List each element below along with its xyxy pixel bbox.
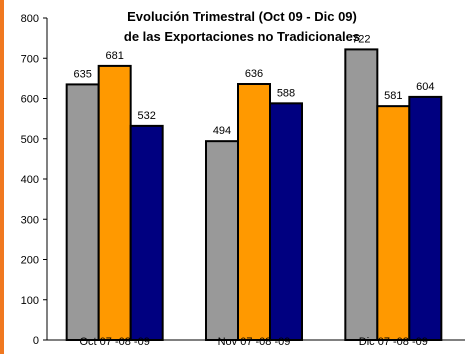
y-tick-label: 800 bbox=[21, 13, 39, 25]
bar bbox=[408, 95, 443, 341]
bar bbox=[97, 64, 132, 342]
y-tick-label: 0 bbox=[33, 335, 39, 347]
bar bbox=[237, 83, 271, 342]
left-accent-bar bbox=[0, 0, 4, 354]
chart-title-line2: de las Exportaciones no Tradicionales bbox=[124, 29, 360, 44]
bar bbox=[344, 48, 379, 342]
x-category-label: Dic 07 -08 -09 bbox=[359, 336, 428, 348]
bar-value-label: 635 bbox=[73, 68, 91, 80]
bar bbox=[205, 140, 239, 341]
y-tick-label: 100 bbox=[21, 295, 39, 307]
x-category-label: Nov 07 -08 -09 bbox=[218, 336, 291, 348]
bar-value-label: 494 bbox=[213, 125, 231, 137]
y-tick-label: 400 bbox=[21, 174, 39, 186]
x-category-label: Oct 07 -08 -09 bbox=[80, 336, 150, 348]
bar-value-label: 581 bbox=[384, 90, 402, 102]
bar-value-label: 604 bbox=[416, 81, 434, 93]
bar-value-label: 722 bbox=[352, 33, 370, 45]
y-tick-label: 200 bbox=[21, 255, 39, 267]
bar bbox=[129, 124, 164, 342]
chart-title-line1: Evolución Trimestral (Oct 09 - Dic 09) bbox=[127, 9, 357, 24]
y-tick-label: 300 bbox=[21, 214, 39, 226]
y-tick-label: 600 bbox=[21, 94, 39, 106]
bar-value-label: 532 bbox=[137, 110, 155, 122]
bar-value-label: 681 bbox=[105, 50, 123, 62]
bar bbox=[65, 83, 100, 341]
bar bbox=[376, 105, 411, 341]
bar bbox=[269, 102, 303, 341]
y-tick-label: 700 bbox=[21, 53, 39, 65]
y-tick-label: 500 bbox=[21, 134, 39, 146]
bar-value-label: 636 bbox=[245, 68, 263, 80]
bar-value-label: 588 bbox=[277, 87, 295, 99]
